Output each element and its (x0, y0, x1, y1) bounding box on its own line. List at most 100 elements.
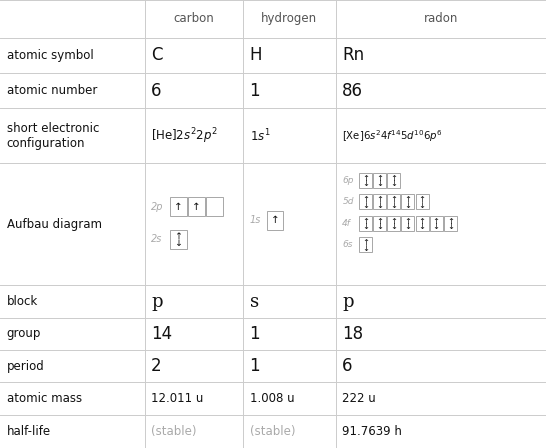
Text: radon: radon (424, 12, 458, 25)
Text: C: C (151, 46, 163, 64)
Text: ↑: ↑ (405, 195, 411, 204)
Text: ↑: ↑ (362, 238, 369, 247)
Text: 18: 18 (342, 325, 364, 343)
Text: ↓: ↓ (362, 179, 369, 188)
Text: ↓: ↓ (362, 222, 369, 231)
Text: 4f: 4f (342, 219, 351, 228)
Text: ↑: ↑ (376, 195, 383, 204)
Text: ↓: ↓ (362, 244, 369, 253)
Text: p: p (151, 293, 163, 310)
Text: ↓: ↓ (362, 201, 369, 210)
Bar (359, 216, 372, 231)
Text: s: s (250, 293, 259, 310)
Text: (stable): (stable) (250, 425, 295, 438)
Text: ↑: ↑ (405, 216, 411, 226)
Text: block: block (7, 295, 38, 308)
Bar (444, 216, 457, 231)
Text: atomic symbol: atomic symbol (7, 49, 93, 62)
Text: 6: 6 (342, 357, 353, 375)
Bar (359, 194, 372, 209)
Text: 14: 14 (151, 325, 173, 343)
Text: ↓: ↓ (419, 201, 425, 210)
Text: ↓: ↓ (376, 179, 383, 188)
Text: ↓: ↓ (390, 179, 397, 188)
Bar (401, 194, 414, 209)
Text: ↓: ↓ (405, 201, 411, 210)
Text: ↓: ↓ (376, 222, 383, 231)
Text: ↑: ↑ (175, 232, 182, 241)
Text: ↑: ↑ (192, 202, 201, 212)
Text: group: group (7, 327, 41, 340)
Text: (stable): (stable) (151, 425, 197, 438)
Text: 6: 6 (151, 82, 162, 99)
Text: 12.011 u: 12.011 u (151, 392, 204, 405)
Text: 2: 2 (151, 357, 162, 375)
Bar (267, 211, 283, 230)
Text: p: p (342, 293, 354, 310)
Text: [He]$2s^22p^2$: [He]$2s^22p^2$ (151, 126, 218, 146)
Text: ↑: ↑ (271, 215, 280, 225)
Text: half-life: half-life (7, 425, 51, 438)
Text: 91.7639 h: 91.7639 h (342, 425, 402, 438)
Text: 1s: 1s (250, 215, 261, 225)
Text: ↑: ↑ (362, 216, 369, 226)
Text: ↑: ↑ (362, 195, 369, 204)
Text: atomic mass: atomic mass (7, 392, 82, 405)
Text: Rn: Rn (342, 46, 365, 64)
Text: ↓: ↓ (447, 222, 454, 231)
Text: ↑: ↑ (447, 216, 454, 226)
Text: atomic number: atomic number (7, 84, 97, 97)
Text: 6p: 6p (342, 176, 354, 185)
Text: 222 u: 222 u (342, 392, 376, 405)
Bar (373, 173, 386, 188)
Text: short electronic
configuration: short electronic configuration (7, 122, 99, 150)
Text: Aufbau diagram: Aufbau diagram (7, 218, 102, 231)
Text: 1: 1 (250, 325, 260, 343)
Bar (401, 216, 414, 231)
Text: ↑: ↑ (390, 173, 397, 183)
Text: hydrogen: hydrogen (262, 12, 317, 25)
Bar (373, 216, 386, 231)
Text: 1.008 u: 1.008 u (250, 392, 294, 405)
Bar (170, 198, 187, 216)
Text: [Xe]$6s^24f^{14}5d^{10}6p^6$: [Xe]$6s^24f^{14}5d^{10}6p^6$ (342, 128, 443, 144)
Text: 86: 86 (342, 82, 363, 99)
Text: ↑: ↑ (376, 173, 383, 183)
Bar (206, 198, 223, 216)
Text: ↓: ↓ (390, 222, 397, 231)
Text: ↓: ↓ (419, 222, 425, 231)
Text: 1: 1 (250, 82, 260, 99)
Bar (170, 230, 187, 249)
Text: $1s^1$: $1s^1$ (250, 127, 270, 144)
Text: period: period (7, 360, 44, 373)
Bar (387, 194, 400, 209)
Text: ↓: ↓ (390, 201, 397, 210)
Text: 2s: 2s (151, 234, 163, 245)
Bar (430, 216, 443, 231)
Bar (359, 173, 372, 188)
Bar (416, 194, 429, 209)
Text: ↑: ↑ (174, 202, 183, 212)
Text: ↓: ↓ (405, 222, 411, 231)
Bar (188, 198, 205, 216)
Bar (387, 173, 400, 188)
Text: 5d: 5d (342, 197, 354, 206)
Text: ↓: ↓ (175, 239, 182, 248)
Text: ↑: ↑ (376, 216, 383, 226)
Text: ↓: ↓ (376, 201, 383, 210)
Text: ↑: ↑ (390, 216, 397, 226)
Text: 6s: 6s (342, 240, 353, 249)
Text: ↑: ↑ (390, 195, 397, 204)
Bar (373, 194, 386, 209)
Text: 1: 1 (250, 357, 260, 375)
Text: ↑: ↑ (433, 216, 440, 226)
Text: ↑: ↑ (419, 195, 425, 204)
Bar (359, 237, 372, 252)
Text: ↑: ↑ (362, 173, 369, 183)
Text: 2p: 2p (151, 202, 164, 212)
Text: ↑: ↑ (419, 216, 425, 226)
Bar (416, 216, 429, 231)
Text: H: H (250, 46, 262, 64)
Text: carbon: carbon (174, 12, 214, 25)
Text: ↓: ↓ (433, 222, 440, 231)
